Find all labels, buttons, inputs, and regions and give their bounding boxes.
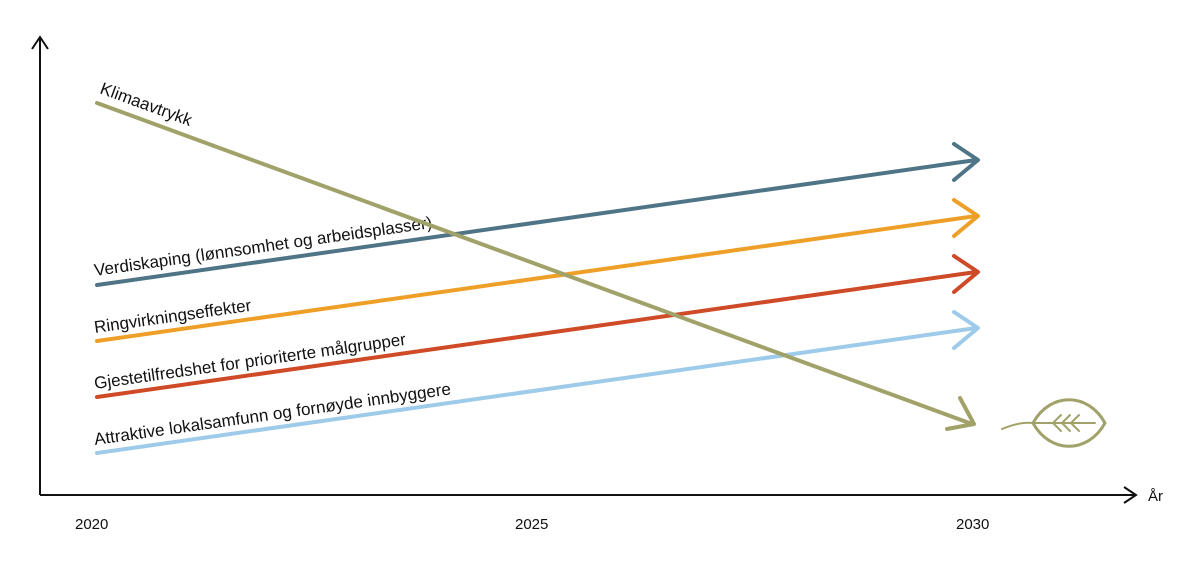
trend-arrowhead-klimaavtrykk <box>945 396 976 431</box>
x-axis-arrowhead <box>1123 486 1138 504</box>
trend-arrowhead-gjestetilfredshet <box>952 254 980 294</box>
trend-arrowhead-attraktive-lokalsamfunn <box>952 310 980 350</box>
trend-line-attraktive-lokalsamfunn <box>95 326 978 455</box>
trend-label-verdiskaping: Verdiskaping (lønnsomhet og arbeidsplass… <box>93 213 433 280</box>
leaf-icon <box>1001 398 1107 448</box>
trend-line-gjestetilfredshet <box>95 270 978 399</box>
trend-arrowhead-verdiskaping <box>952 142 980 182</box>
trend-arrowhead-ringvirkning <box>952 198 980 238</box>
y-axis-arrowhead <box>31 35 49 50</box>
x-axis-label: År <box>1148 488 1163 505</box>
tick-label-2020: 2020 <box>75 516 108 533</box>
trend-line-ringvirkning <box>95 214 978 343</box>
trend-line-klimaavtrykk <box>95 101 974 426</box>
tick-label-2030: 2030 <box>956 516 989 533</box>
tick-label-2025: 2025 <box>515 516 548 533</box>
axes: År 2020 2025 2030 <box>31 35 1163 533</box>
trend-line-verdiskaping <box>95 158 978 287</box>
